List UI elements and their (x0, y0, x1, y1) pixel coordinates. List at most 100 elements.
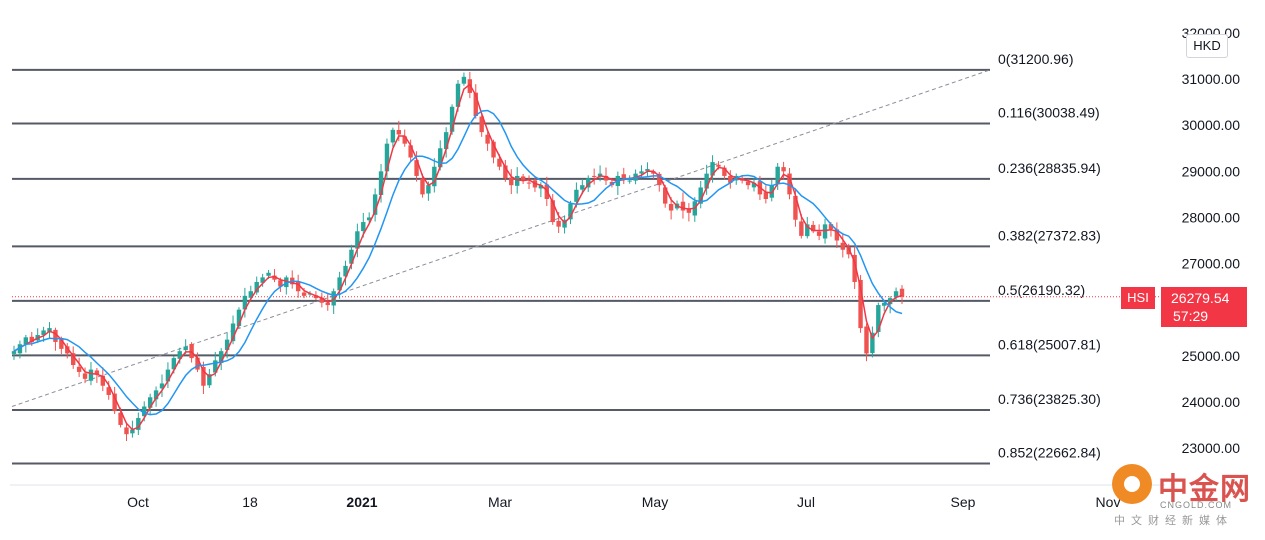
candle-body (822, 224, 828, 239)
candle-body (538, 185, 544, 189)
candle-body (698, 187, 703, 204)
currency-label[interactable]: HKD (1186, 34, 1228, 58)
candle-body (378, 171, 384, 195)
candle-body (76, 366, 82, 372)
candle-body (846, 247, 851, 255)
candle-body (254, 282, 259, 293)
candle-body (443, 132, 449, 150)
candle-body (556, 220, 561, 227)
x-tick-label: 2021 (346, 494, 377, 510)
candle-body (236, 309, 242, 327)
candle-body (361, 222, 366, 232)
candle-body (390, 129, 396, 143)
watermark-logo: 中金网 CNGOLD.COM 中文财经新媒体 (1110, 460, 1260, 530)
candle-body (130, 429, 135, 434)
watermark-icon (1112, 464, 1152, 504)
candle-body (485, 134, 490, 144)
y-tick-label: 23000.00 (1182, 440, 1241, 456)
candle-body (59, 339, 64, 349)
candle-body (266, 272, 271, 276)
candle-body (295, 281, 301, 292)
candle-body (142, 406, 147, 417)
candle-body (384, 143, 390, 172)
y-axis[interactable]: 32000.0031000.0030000.0029000.0028000.00… (1182, 25, 1241, 456)
candle-body (781, 167, 786, 172)
candle-body (349, 249, 354, 264)
y-tick-label: 28000.00 (1182, 209, 1241, 225)
bar-countdown: 57:29 (1173, 308, 1209, 324)
trendline[interactable] (11, 69, 991, 407)
moving-averages-layer (13, 83, 903, 431)
fibonacci-retracement[interactable]: 0(31200.96) 0.116(30038.49) 0.236(28835.94… (12, 51, 1101, 465)
candle-body (337, 277, 342, 291)
candle-body (219, 351, 224, 364)
candle-body (745, 181, 751, 186)
y-tick-label: 24000.00 (1182, 394, 1241, 410)
fib-level-label: 0(31200.96) (998, 51, 1074, 67)
candle-body (515, 175, 520, 186)
candle-body (65, 346, 70, 354)
candle-body (793, 195, 798, 220)
candle-body (414, 160, 419, 176)
candle-body (171, 358, 177, 370)
candle-body (710, 162, 715, 176)
candle-body (639, 171, 644, 174)
candle-body (331, 291, 336, 306)
fib-level-label: 0.116(30038.49) (998, 104, 1100, 120)
candle-body (799, 221, 804, 236)
candle-body (438, 148, 443, 168)
candle-body (811, 224, 816, 232)
candle-body (94, 370, 100, 375)
x-tick-label: Jul (797, 494, 815, 510)
y-tick-label: 27000.00 (1182, 256, 1241, 272)
candle-body (159, 383, 165, 389)
candle-body (367, 217, 372, 221)
candle-body (852, 254, 857, 282)
candle-body (461, 76, 467, 84)
candle-body (53, 329, 58, 342)
candle-body (29, 336, 34, 342)
x-tick-label: Mar (488, 494, 512, 510)
y-tick-label: 30000.00 (1182, 117, 1241, 133)
candle-body (11, 351, 17, 354)
candle-body (260, 277, 265, 283)
candle-body (526, 182, 532, 184)
last-price-tag: 26279.54 57:29 (1161, 287, 1247, 327)
candle-body (82, 373, 88, 379)
candle-body (497, 158, 502, 167)
candle-body (876, 305, 881, 333)
x-tick-label: Oct (127, 494, 149, 510)
candle-body (242, 295, 248, 310)
candle-body (722, 167, 727, 176)
y-tick-label: 25000.00 (1182, 348, 1241, 364)
candle-body (591, 175, 597, 177)
candle-body (207, 374, 212, 386)
symbol-tag: HSI (1121, 287, 1155, 309)
candle-body (118, 412, 123, 425)
candle-body (651, 171, 656, 174)
candle-body (763, 192, 769, 199)
candle-body (627, 180, 632, 182)
candle-body (147, 397, 153, 408)
candle-body (473, 92, 478, 116)
candle-body (805, 224, 810, 237)
candle-body (882, 302, 887, 306)
x-axis[interactable]: Oct 18 2021 Mar May Jul Sep Nov (127, 494, 1120, 510)
ma-short-line (13, 83, 903, 431)
candle-body (663, 187, 668, 204)
y-tick-label: 31000.00 (1182, 71, 1241, 87)
candle-body (870, 332, 875, 354)
candle-body (165, 369, 171, 382)
candle-body (455, 83, 461, 107)
candle-body (112, 393, 117, 412)
candle-body (568, 203, 573, 220)
candle-body (195, 357, 200, 370)
candle-body (426, 185, 431, 194)
watermark-subtitle: 中文财经新媒体 (1114, 514, 1233, 527)
candle-body (153, 390, 159, 400)
candle-body (224, 339, 230, 351)
candle-body (603, 175, 609, 181)
candle-body (100, 375, 105, 386)
